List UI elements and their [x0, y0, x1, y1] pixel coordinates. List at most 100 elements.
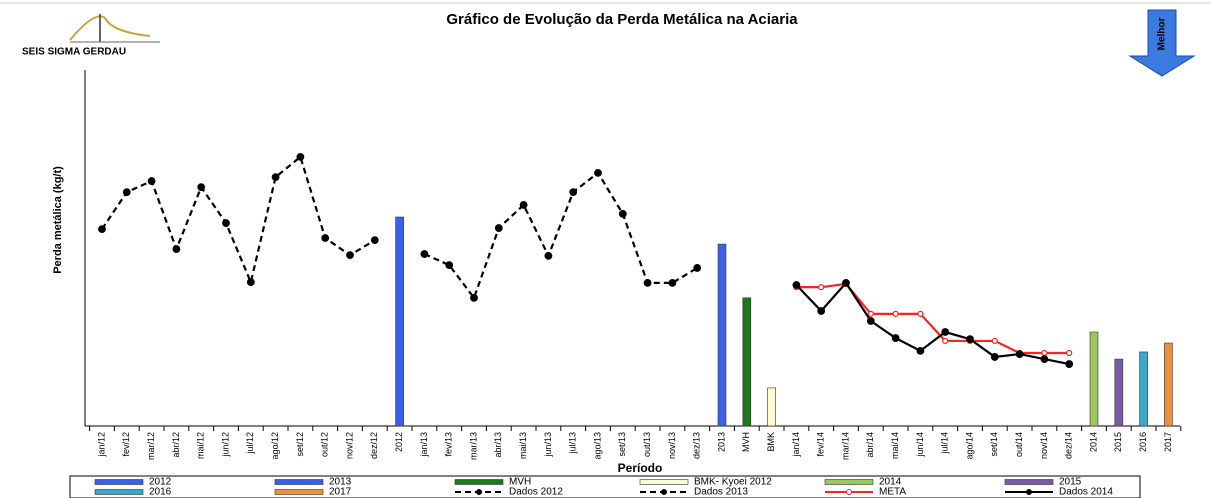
legend-label: BMK- Kyoei 2012 [694, 477, 772, 488]
legend-label: Dados 2014 [1059, 487, 1113, 498]
marker [892, 310, 899, 317]
legend-swatch [274, 489, 324, 495]
legend-marker [846, 489, 852, 495]
x-tick-label: mai/13 [518, 432, 528, 459]
marker [916, 346, 925, 355]
x-tick-label: 2012 [394, 432, 404, 452]
marker [990, 353, 999, 361]
marker [197, 183, 206, 192]
x-tick-label: ago/14 [964, 432, 974, 460]
marker [370, 236, 379, 245]
legend-marker [1026, 489, 1032, 495]
x-tick-label: 2016 [1138, 432, 1148, 452]
marker [494, 224, 503, 232]
marker [1040, 355, 1049, 363]
marker [917, 310, 924, 317]
x-tick-label: nov/12 [344, 432, 354, 459]
legend-swatch [824, 479, 874, 485]
x-tick-label: set/14 [989, 432, 999, 457]
marker [594, 168, 602, 177]
marker [321, 234, 330, 242]
x-tick-label: jul/14 [940, 432, 950, 455]
marker [271, 173, 280, 182]
x-tick-label: BMK [766, 432, 776, 452]
legend-label: 2016 [149, 487, 172, 498]
legend-label: MVH [509, 477, 531, 488]
marker [569, 188, 578, 197]
x-tick-label: fev/13 [444, 432, 454, 457]
marker [296, 152, 305, 161]
x-tick-label: MVH [741, 432, 751, 452]
marker [817, 307, 826, 315]
legend-label: 2015 [1059, 477, 1082, 488]
y-axis-label: Perda metálica (kg/t) [52, 166, 64, 274]
marker [668, 278, 677, 287]
marker [1041, 349, 1048, 357]
x-tick-label: set/12 [295, 432, 305, 457]
legend-swatch [1004, 479, 1054, 485]
legend-swatch [274, 479, 324, 485]
x-tick-label: abr/13 [493, 432, 503, 458]
bar [395, 216, 404, 427]
legend-label: 2013 [329, 477, 352, 488]
x-tick-label: fev/14 [816, 432, 826, 457]
legend-swatch [94, 489, 144, 495]
x-tick-label: abr/14 [865, 432, 875, 458]
marker [891, 334, 900, 342]
marker [941, 328, 950, 336]
x-tick-label: abr/12 [171, 432, 181, 458]
marker [470, 293, 478, 302]
marker [122, 188, 131, 197]
line [101, 154, 376, 286]
x-tick-label: ago/13 [592, 432, 602, 460]
x-tick-label: jul/12 [245, 432, 255, 455]
x-tick-label: nov/14 [1039, 432, 1049, 459]
legend-label: Dados 2013 [694, 487, 748, 498]
legend-swatch [639, 479, 689, 485]
marker [1015, 350, 1024, 358]
x-tick-label: 2014 [1088, 432, 1098, 452]
x-tick-label: jan/12 [96, 432, 106, 458]
legend-label: META [879, 487, 906, 498]
marker [544, 251, 553, 260]
marker [818, 284, 825, 291]
bar [1089, 331, 1099, 427]
x-tick-label: out/14 [1014, 432, 1024, 457]
marker [693, 264, 702, 272]
marker [1065, 360, 1074, 368]
marker [420, 250, 429, 258]
legend-marker [476, 489, 482, 495]
x-tick-label: jun/14 [915, 432, 925, 458]
marker [842, 278, 850, 287]
x-tick-label: mar/14 [840, 432, 850, 460]
legend-label: 2014 [879, 477, 902, 488]
marker [792, 281, 801, 289]
line [795, 281, 1070, 366]
x-tick-label: mar/12 [146, 432, 156, 460]
bar [1139, 351, 1148, 427]
x-tick-label: set/13 [617, 432, 627, 457]
marker [966, 335, 974, 344]
x-tick-label: 2015 [1113, 432, 1123, 452]
marker [942, 337, 949, 345]
marker [643, 278, 652, 287]
x-tick-label: jul/13 [568, 432, 578, 455]
logo-text: SEIS SIGMA GERDAU [22, 47, 126, 58]
bar [717, 243, 727, 427]
legend-swatch [94, 479, 144, 485]
marker [172, 245, 181, 253]
legend-marker [661, 489, 667, 495]
x-tick-label: fev/12 [121, 432, 131, 457]
logo: SEIS SIGMA GERDAU [22, 14, 160, 58]
x-tick-label: dez/12 [369, 432, 379, 459]
legend-label: 2012 [149, 477, 172, 488]
x-tick-label: dez/13 [692, 432, 702, 459]
x-tick-label: jan/14 [791, 432, 801, 458]
marker [445, 261, 454, 269]
x-tick-label: jun/13 [543, 432, 553, 458]
x-tick-label: mar/13 [468, 432, 478, 460]
bar [1164, 342, 1173, 427]
x-tick-label: mai/14 [890, 432, 900, 459]
marker [991, 337, 998, 345]
